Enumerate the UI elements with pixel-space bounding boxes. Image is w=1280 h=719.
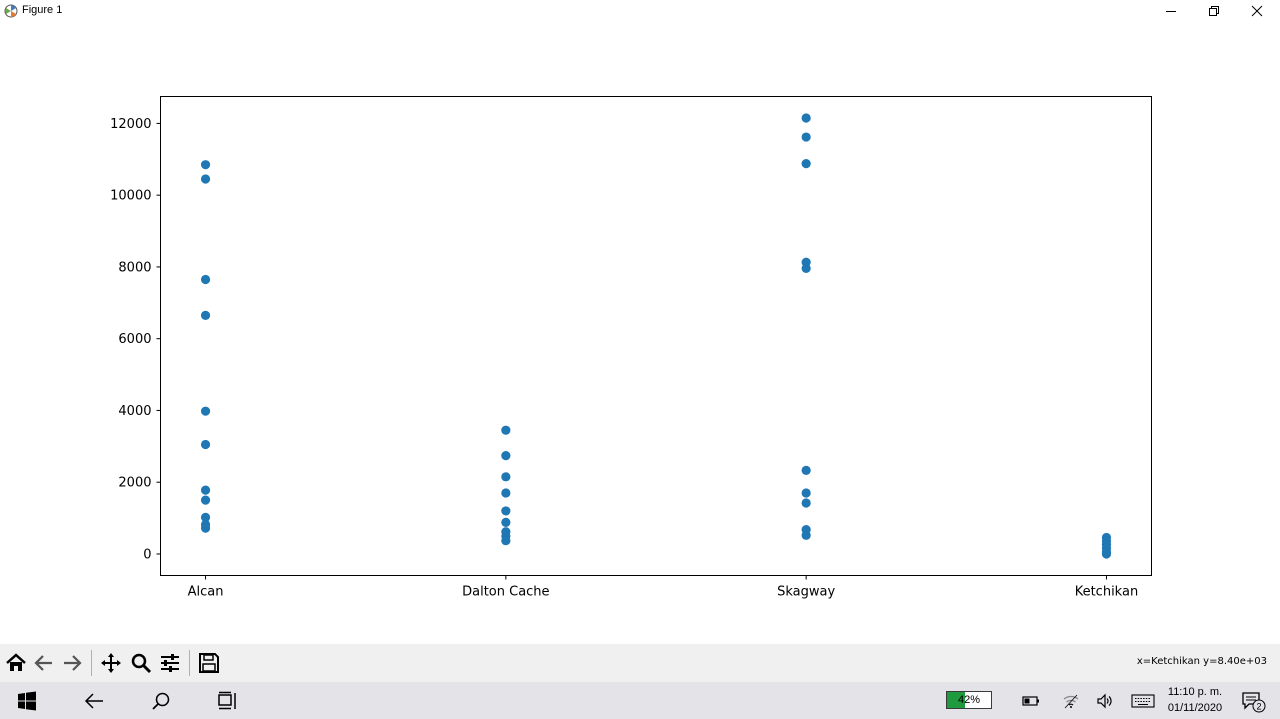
scatter-point <box>200 406 211 416</box>
save-icon <box>199 653 219 673</box>
back-icon <box>84 692 103 709</box>
scatter-point <box>200 485 211 495</box>
x-tick-label: Skagway <box>777 585 835 600</box>
windows-logo-icon <box>18 691 36 710</box>
scatter-point <box>200 310 211 320</box>
configure-subplots-icon <box>161 654 179 672</box>
scatter-chart: Alcan Dalton Cache Skagway Ketchikan 0 2000 40… <box>110 96 1152 600</box>
task-view-button[interactable] <box>210 682 246 719</box>
close-icon <box>1251 5 1263 17</box>
scatter-point <box>501 517 511 527</box>
scatter-point <box>801 113 811 123</box>
scatter-point <box>200 495 211 505</box>
y-tick-label: 0 <box>143 547 151 562</box>
scatter-point <box>501 506 511 516</box>
minimize-button[interactable] <box>1149 0 1193 22</box>
taskbar-search-button[interactable] <box>143 682 179 719</box>
volume-tray-button[interactable] <box>1092 682 1118 719</box>
task-view-icon <box>218 691 236 709</box>
navigation-toolbar: x=Ketchikan y=8.40e+03 <box>0 644 1280 682</box>
scatter-point <box>801 530 811 540</box>
notifications-icon: 2 <box>1242 691 1266 712</box>
forward-button[interactable] <box>59 650 85 676</box>
toolbar-separator <box>91 650 92 676</box>
scatter-point <box>801 465 811 475</box>
zoom-button[interactable] <box>128 650 154 676</box>
x-tick-label: Alcan <box>188 585 224 600</box>
y-tick-label: 8000 <box>118 260 151 275</box>
scatter-point <box>501 425 511 435</box>
x-tick-label: Ketchikan <box>1075 585 1138 600</box>
scatter-point <box>501 488 511 498</box>
network-tray-button[interactable] <box>1058 682 1084 719</box>
action-center-button[interactable]: 2 <box>1236 682 1270 719</box>
home-button[interactable] <box>3 650 29 676</box>
y-tick-label: 4000 <box>118 404 151 419</box>
back-button[interactable] <box>31 650 57 676</box>
back-arrow-icon <box>34 655 52 671</box>
search-icon <box>152 692 170 710</box>
scatter-point <box>801 158 811 169</box>
battery-percent-label: 42% <box>957 694 981 706</box>
scatter-point <box>200 512 211 522</box>
battery-level-fill <box>947 692 966 708</box>
scatter-point <box>200 523 211 533</box>
y-tick-label: 6000 <box>118 332 151 347</box>
zoom-icon <box>131 653 152 674</box>
scatter-point <box>200 274 211 285</box>
scatter-point <box>801 488 811 498</box>
y-tick-label: 2000 <box>118 476 151 491</box>
scatter-point <box>200 439 211 450</box>
app-icon <box>3 3 19 19</box>
speaker-icon <box>1097 693 1112 708</box>
close-button[interactable] <box>1235 0 1279 22</box>
toolbar-separator <box>189 650 190 676</box>
forward-arrow-icon <box>64 655 82 671</box>
taskbar-back-button[interactable] <box>76 682 112 719</box>
taskbar-clock[interactable]: 11:10 p. m. 01/11/2020 <box>1160 684 1230 717</box>
configure-subplots-button[interactable] <box>157 650 183 676</box>
window-title-bar: Figure 1 <box>0 0 1280 22</box>
save-button[interactable] <box>196 650 222 676</box>
figure-canvas[interactable]: Alcan Dalton Cache Skagway Ketchikan 0 2000 40… <box>0 22 1280 644</box>
axes-frame <box>160 96 1152 576</box>
window-title: Figure 1 <box>22 4 63 16</box>
y-tick-label: 12000 <box>110 117 151 132</box>
cursor-coordinates: x=Ketchikan y=8.40e+03 <box>1136 656 1267 667</box>
clock-date: 01/11/2020 <box>1167 702 1223 714</box>
scatter-point <box>801 498 811 508</box>
home-icon <box>6 653 26 671</box>
scatter-point <box>801 263 811 273</box>
scatter-point <box>501 451 511 461</box>
scatter-point <box>501 536 511 546</box>
scatter-point <box>501 472 511 482</box>
y-tick-label: 10000 <box>110 189 151 204</box>
scatter-point <box>200 160 211 170</box>
restore-icon <box>1209 6 1219 16</box>
minimize-icon <box>1166 11 1176 12</box>
taskbar: 42% 11:10 p. m. <box>0 682 1280 719</box>
scatter-point <box>1101 549 1112 559</box>
scatter-point <box>801 132 811 142</box>
touch-keyboard-button[interactable] <box>1128 682 1158 719</box>
pan-button[interactable] <box>98 650 124 676</box>
wifi-icon <box>1063 694 1079 708</box>
clock-time: 11:10 p. m. <box>1167 686 1223 698</box>
scatter-point <box>200 174 211 184</box>
start-button[interactable] <box>8 682 46 719</box>
battery-percent-badge[interactable]: 42% <box>946 691 992 709</box>
x-tick-label: Dalton Cache <box>462 585 549 600</box>
battery-tray-button[interactable] <box>1018 682 1044 719</box>
notification-count-badge: 2 <box>1256 701 1261 711</box>
pan-icon <box>101 653 121 673</box>
restore-button[interactable] <box>1192 0 1236 22</box>
battery-icon <box>1022 695 1039 706</box>
keyboard-icon <box>1131 693 1155 708</box>
